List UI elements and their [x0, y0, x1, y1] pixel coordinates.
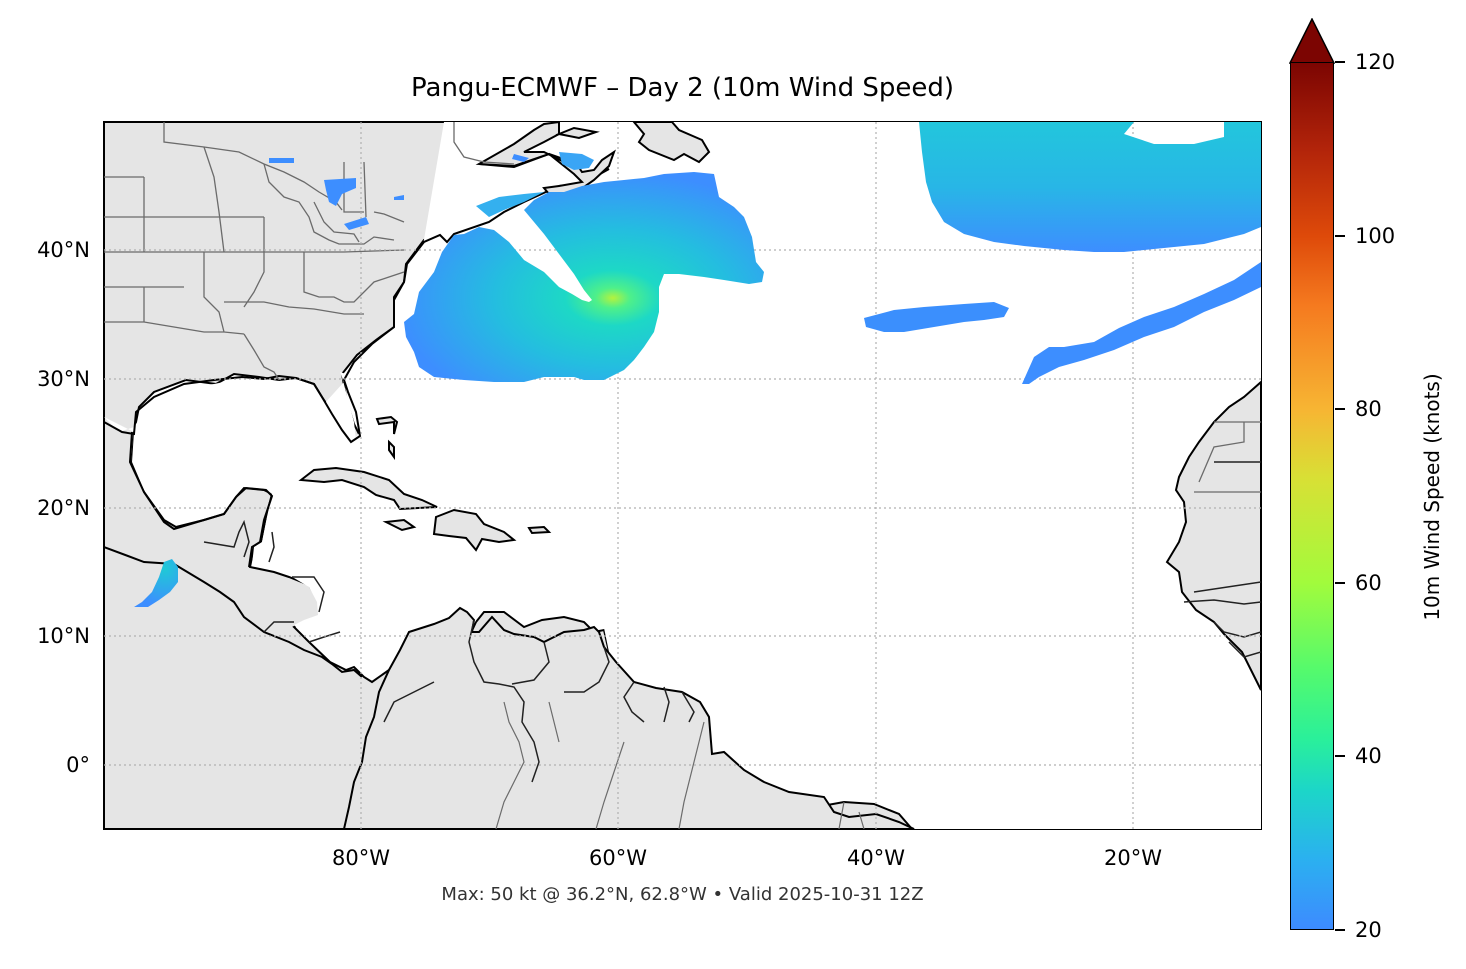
lon-tick-20w: 20°W — [1104, 846, 1162, 870]
wind-field — [134, 122, 1261, 607]
internal-borders-gray — [495, 701, 865, 829]
colorbar-tick-mark — [1335, 235, 1345, 237]
wind-region-nw-atlantic-storm — [404, 172, 764, 382]
land-west-africa — [1165, 380, 1261, 691]
colorbar-tick-40: 40 — [1355, 744, 1382, 768]
lat-tick-20n: 20°N — [37, 496, 90, 520]
colorbar-tick-mark — [1335, 61, 1345, 63]
colorbar-tick-mark — [1335, 408, 1345, 410]
lon-tick-60w: 60°W — [589, 846, 647, 870]
colorbar-tick-120: 120 — [1355, 50, 1396, 74]
map-plot-area — [104, 122, 1261, 829]
wind-region-subtropical-band — [1022, 262, 1261, 384]
chart-title: Pangu-ECMWF – Day 2 (10m Wind Speed) — [411, 73, 954, 103]
wind-region-great-lakes — [269, 154, 529, 230]
wind-region-tehuantepec — [134, 559, 178, 607]
max-valid-caption: Max: 50 kt @ 36.2°N, 62.8°W • Valid 2025… — [441, 884, 924, 905]
land-caribbean-islands — [298, 415, 552, 552]
colorbar-extend-arrow-icon — [1289, 18, 1335, 64]
country-borders-dark — [203, 461, 1261, 783]
lat-tick-0: 0° — [66, 753, 90, 777]
borders — [104, 122, 1261, 493]
colorbar-tick-mark — [1335, 582, 1345, 584]
colorbar-tick-100: 100 — [1355, 224, 1396, 248]
wind-region-nova-scotia-south — [476, 192, 544, 217]
lat-tick-10n: 10°N — [37, 624, 90, 648]
lat-tick-40n: 40°N — [37, 238, 90, 262]
map-canvas — [104, 122, 1261, 829]
wind-region-central-streak — [864, 302, 1009, 332]
gulf-of-mexico — [104, 122, 1261, 829]
colorbar-label: 10m Wind Speed (knots) — [1420, 373, 1444, 621]
colorbar — [1290, 62, 1334, 930]
colorbar-tick-80: 80 — [1355, 397, 1382, 421]
colorbar-tick-mark — [1335, 755, 1345, 757]
wind-region-gulf-of-st-lawrence — [559, 152, 594, 170]
colorbar-tick-60: 60 — [1355, 571, 1382, 595]
land-maritime-canada — [475, 122, 711, 202]
lon-tick-80w: 80°W — [332, 846, 390, 870]
colorbar-tick-20: 20 — [1355, 918, 1382, 942]
lon-tick-40w: 40°W — [847, 846, 905, 870]
wind-region-north-band — [919, 122, 1261, 252]
lat-tick-30n: 30°N — [37, 367, 90, 391]
colorbar-tick-mark — [1335, 929, 1345, 931]
